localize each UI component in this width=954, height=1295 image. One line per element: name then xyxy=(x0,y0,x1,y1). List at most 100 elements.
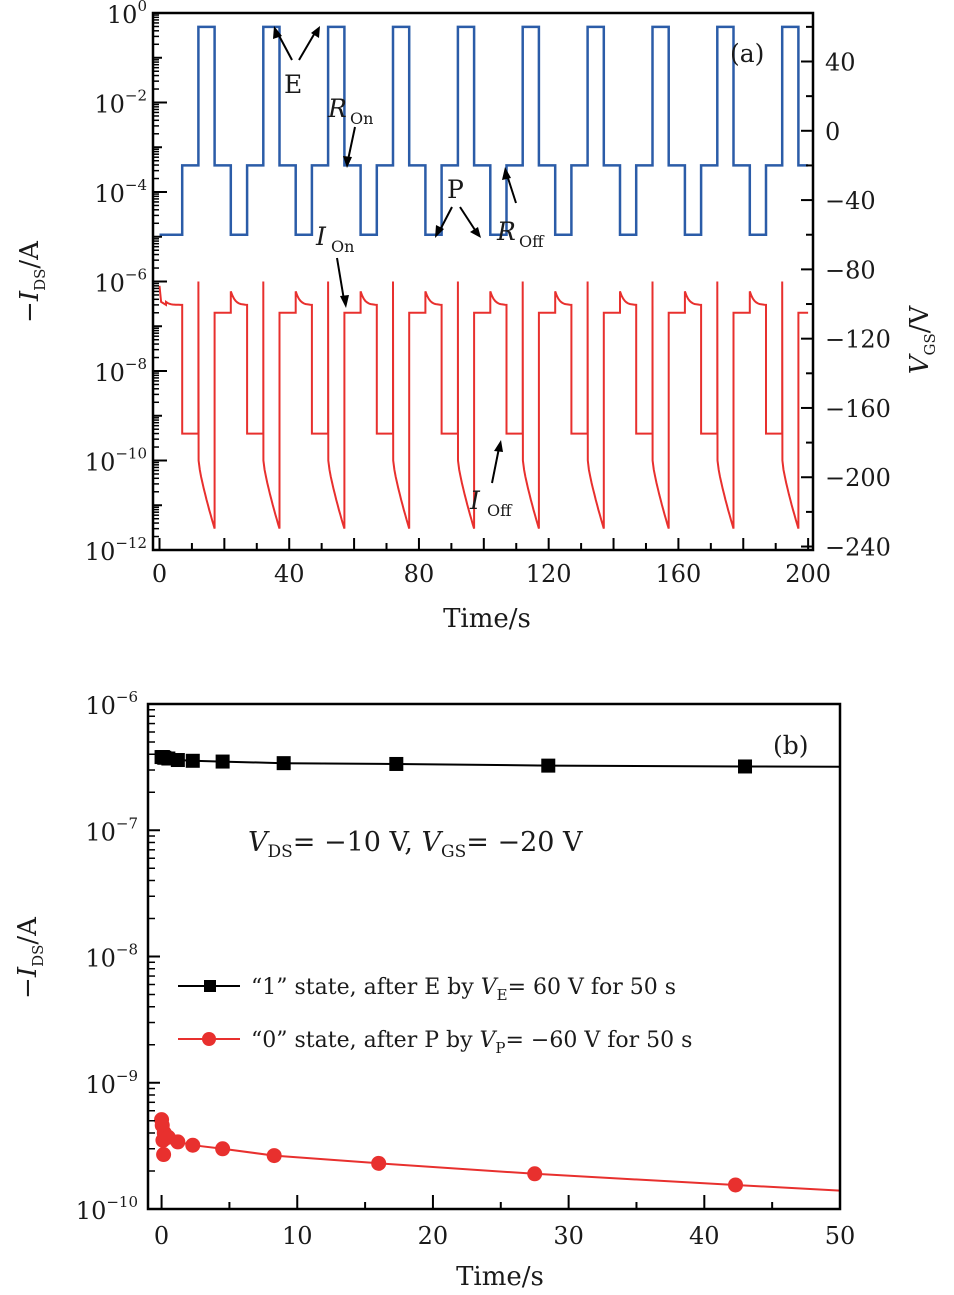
y-left-tick-label: 10−8 xyxy=(94,355,147,387)
panel-a-y-right-axis-title: VGS/V xyxy=(905,304,939,374)
svg-text:On: On xyxy=(331,237,354,256)
x-tick-label: 20 xyxy=(418,1222,449,1250)
x-tick-label: 40 xyxy=(274,560,305,588)
x-tick-label: 30 xyxy=(553,1222,584,1250)
panel-a-ticks xyxy=(153,12,813,551)
panel-b-ticks xyxy=(148,703,841,1210)
panel-a-x-axis-title: Time/s xyxy=(443,604,531,634)
state-0-data-point xyxy=(266,1148,282,1164)
state-0-data-point xyxy=(728,1177,744,1193)
ids-series-line xyxy=(158,281,809,529)
panel-a: 0 40 80 120 160 200 10010−210−410−610−810−101… xyxy=(15,0,939,634)
arrowhead-icon xyxy=(311,26,320,38)
panel-a-y-left-tick-labels: 100 10−2 10−4 10−6 10−8 10−10 10−12 xyxy=(85,0,147,566)
panel-b: 0 10 20 30 40 50 10−6 10−7 10−8 10−9 10−10 Time/s… xyxy=(13,688,855,1292)
y-tick-label: 10−9 xyxy=(85,1067,138,1099)
panel-a-series xyxy=(158,25,809,529)
svg-text:E: E xyxy=(284,70,302,99)
panel-a-y-left-axis-title: −IDS/A xyxy=(15,240,49,323)
panel-b-x-axis-title: Time/s xyxy=(456,1262,544,1292)
y-tick-label: 10−10 xyxy=(76,1193,138,1225)
panel-a-frame xyxy=(151,11,815,552)
state-0-data-point xyxy=(527,1166,543,1182)
bias-condition: VDS= −10 V, VGS= −20 V xyxy=(248,827,583,862)
state-1-data-point xyxy=(185,753,200,768)
panel-a-label: (a) xyxy=(730,39,764,68)
arrowhead-icon xyxy=(494,440,503,452)
annotation-r-off: R Off xyxy=(496,167,545,251)
annotation-i-off: I Off xyxy=(469,440,513,520)
x-tick-label: 40 xyxy=(689,1222,720,1250)
annotation-i-on: I On xyxy=(315,222,354,308)
state-1-data-point xyxy=(215,754,230,769)
panel-a-y-right-tick-labels: 40 0 −40 −80 −120 −160 −200 −240 xyxy=(825,49,891,562)
circle-marker-icon xyxy=(202,1032,216,1046)
legend-item-1-state: “1” state, after E by VE= 60 V for 50 s xyxy=(178,975,676,1004)
x-tick-label: 160 xyxy=(655,560,701,588)
y-right-tick-label: 0 xyxy=(825,118,840,146)
state-1-data-point xyxy=(738,759,753,774)
state-0-data-point xyxy=(371,1155,387,1171)
panel-b-label: (b) xyxy=(773,731,809,760)
svg-text:R: R xyxy=(327,94,347,123)
arrowhead-icon xyxy=(470,227,481,238)
arrowhead-icon xyxy=(502,167,511,180)
x-tick-label: 80 xyxy=(404,560,435,588)
y-left-tick-label: 10−12 xyxy=(85,534,147,566)
state-0-data-point xyxy=(185,1137,201,1153)
x-tick-label: 10 xyxy=(282,1222,313,1250)
state-1-data-point xyxy=(389,756,404,771)
square-marker-icon xyxy=(204,980,216,992)
state-1-data-point xyxy=(276,756,291,771)
state-0-data-point xyxy=(156,1147,172,1163)
x-tick-label: 200 xyxy=(785,560,831,588)
arrowhead-icon xyxy=(435,225,444,238)
y-right-tick-label: −160 xyxy=(825,395,891,423)
annotation-r-on: R On xyxy=(327,94,373,168)
y-right-tick-label: −120 xyxy=(825,326,891,354)
state-0-data-point xyxy=(170,1134,186,1150)
y-tick-label: 10−8 xyxy=(85,941,138,973)
panel-a-x-tick-labels: 0 40 80 120 160 200 xyxy=(152,560,831,588)
state-1-data-point xyxy=(170,753,185,768)
state-0-data-point xyxy=(215,1141,231,1157)
y-right-tick-label: −240 xyxy=(825,534,891,562)
panel-b-series xyxy=(154,750,841,1193)
y-right-tick-label: −80 xyxy=(825,256,876,284)
x-tick-label: 120 xyxy=(526,560,572,588)
x-tick-label: 0 xyxy=(154,1222,169,1250)
svg-text:I: I xyxy=(469,486,481,515)
svg-text:Off: Off xyxy=(487,501,513,520)
svg-text:I: I xyxy=(315,222,327,251)
svg-text:“1” state, after E by VE= 60 V: “1” state, after E by VE= 60 V for 50 s xyxy=(251,975,676,1004)
annotation-p: P xyxy=(435,175,481,238)
y-right-tick-label: −200 xyxy=(825,464,891,492)
arrowhead-icon xyxy=(340,295,349,308)
svg-text:On: On xyxy=(350,109,373,128)
y-left-tick-label: 10−6 xyxy=(94,266,147,298)
legend: “1” state, after E by VE= 60 V for 50 s … xyxy=(178,975,692,1057)
y-left-tick-label: 10−4 xyxy=(94,176,147,208)
arrowhead-icon xyxy=(343,156,352,168)
x-tick-label: 50 xyxy=(825,1222,856,1250)
svg-text:Off: Off xyxy=(519,232,545,251)
arrowhead-icon xyxy=(273,26,282,39)
y-tick-label: 10−7 xyxy=(85,814,138,846)
svg-text:R: R xyxy=(496,217,516,246)
y-left-tick-label: 100 xyxy=(107,0,147,29)
panel-b-frame xyxy=(146,702,842,1211)
panel-b-y-tick-labels: 10−6 10−7 10−8 10−9 10−10 xyxy=(76,688,138,1225)
y-right-tick-label: 40 xyxy=(825,49,856,77)
y-left-tick-label: 10−2 xyxy=(94,87,147,119)
svg-text:“0” state, after P by VP= −60: “0” state, after P by VP= −60 V for 50 s xyxy=(251,1028,692,1057)
panel-b-y-axis-title: −IDS/A xyxy=(13,916,47,999)
panel-b-x-tick-labels: 0 10 20 30 40 50 xyxy=(154,1222,855,1250)
svg-text:P: P xyxy=(447,175,464,204)
state-1-data-point xyxy=(541,758,556,773)
y-right-tick-label: −40 xyxy=(825,187,876,215)
vgs-series-line xyxy=(159,25,809,236)
legend-item-0-state: “0” state, after P by VP= −60 V for 50 s xyxy=(178,1028,692,1057)
annotation-e: E xyxy=(273,26,320,99)
y-left-tick-label: 10−10 xyxy=(85,445,147,477)
